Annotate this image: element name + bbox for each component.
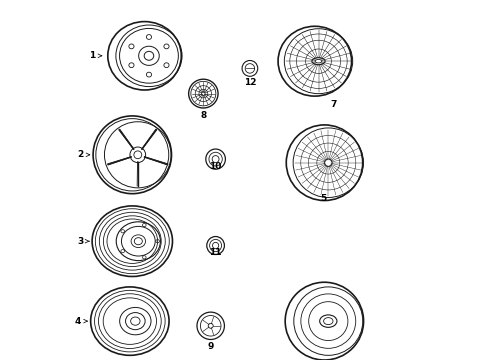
Text: 1: 1 <box>89 51 102 60</box>
Text: 9: 9 <box>207 342 214 351</box>
Text: 12: 12 <box>244 78 256 87</box>
Text: 11: 11 <box>209 248 222 257</box>
Text: 4: 4 <box>74 317 87 325</box>
Text: 2: 2 <box>77 150 90 159</box>
Text: 8: 8 <box>200 111 206 120</box>
Text: 3: 3 <box>77 237 89 246</box>
Text: 7: 7 <box>330 100 337 109</box>
Text: 10: 10 <box>209 162 222 171</box>
Text: 5: 5 <box>320 194 326 203</box>
